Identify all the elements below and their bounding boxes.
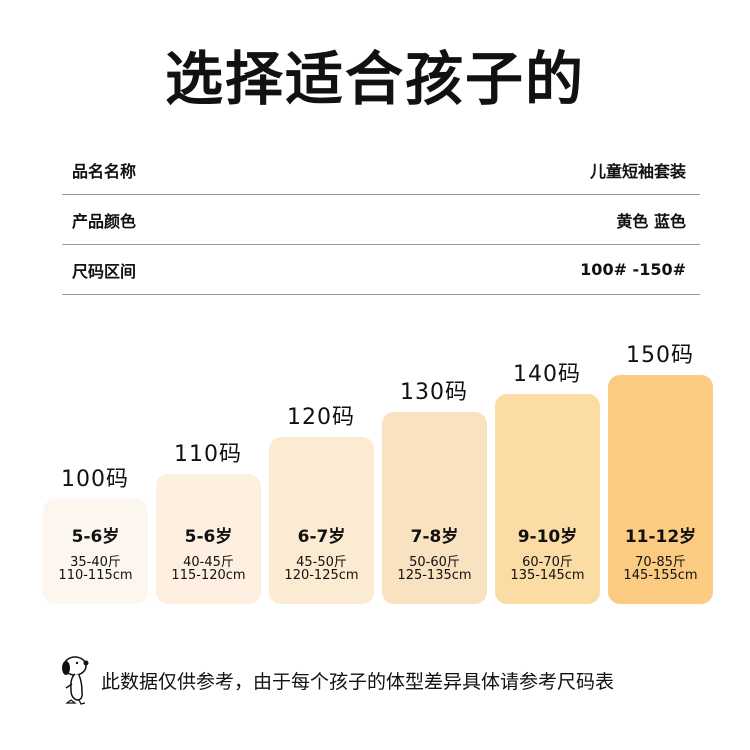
info-row-name: 品名名称 儿童短袖套装 [62,145,700,195]
height-range: 110-115cm [58,568,133,583]
info-value: 儿童短袖套装 [589,161,686,181]
size-card-100: 100码 5-6岁 35-40斤 110-115cm [43,467,148,604]
disclaimer-text: 此数据仅供参考，由于每个孩子的体型差异具体请参考尺码表 [101,670,615,693]
info-value: 黄色 蓝色 [616,211,686,231]
disclaimer-note: 此数据仅供参考，由于每个孩子的体型差异具体请参考尺码表 [55,645,715,715]
weight-range: 35-40斤 [70,555,121,570]
size-card-120: 120码 6-7岁 45-50斤 120-125cm [269,405,374,604]
height-range: 125-135cm [397,568,472,583]
size-label: 100码 [61,467,129,492]
age-range: 11-12岁 [624,527,697,547]
age-range: 5-6岁 [71,527,120,547]
size-label: 140码 [513,362,581,387]
info-label: 品名名称 [72,161,137,181]
weight-range: 60-70斤 [522,555,573,570]
height-range: 145-155cm [623,568,698,583]
age-range: 5-6岁 [184,527,233,547]
size-card-110: 110码 5-6岁 40-45斤 115-120cm [156,442,261,604]
age-range: 7-8岁 [410,527,459,547]
age-range: 6-7岁 [297,527,346,547]
size-label: 130码 [400,380,468,405]
size-label: 120码 [287,405,355,430]
size-label: 110码 [174,442,242,467]
weight-range: 40-45斤 [183,555,234,570]
snoopy-icon [55,650,95,710]
info-value: 100# -150# [580,260,686,279]
size-card-130: 130码 7-8岁 50-60斤 125-135cm [382,380,487,604]
age-range: 9-10岁 [517,527,578,547]
info-row-color: 产品颜色 黄色 蓝色 [62,195,700,245]
info-label: 产品颜色 [72,211,137,231]
size-label: 150码 [626,343,694,368]
height-range: 135-145cm [510,568,585,583]
info-label: 尺码区间 [72,261,137,281]
page-title: 选择适合孩子的 [164,45,585,113]
weight-range: 45-50斤 [296,555,347,570]
product-info-table: 品名名称 儿童短袖套装 产品颜色 黄色 蓝色 尺码区间 100# -150# [62,145,700,295]
weight-range: 70-85斤 [635,555,686,570]
size-card-150: 150码 11-12岁 70-85斤 145-155cm [608,343,713,604]
size-card-140: 140码 9-10岁 60-70斤 135-145cm [495,362,600,604]
info-row-size-range: 尺码区间 100# -150# [62,245,700,295]
height-range: 120-125cm [284,568,359,583]
height-range: 115-120cm [171,568,246,583]
weight-range: 50-60斤 [409,555,460,570]
